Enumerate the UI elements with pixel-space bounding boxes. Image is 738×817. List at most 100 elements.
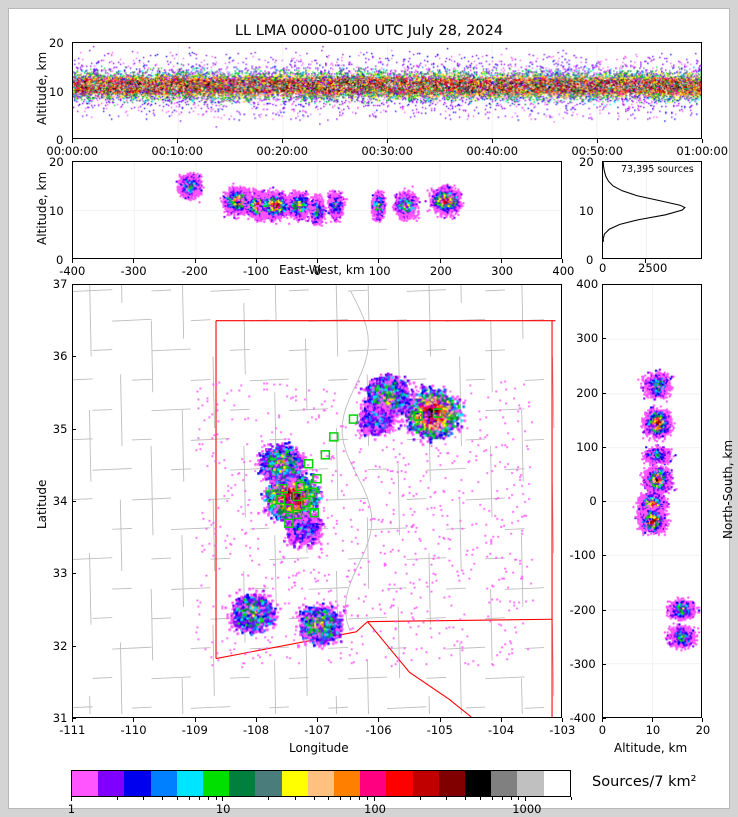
colorbar-swatch: [307, 771, 335, 796]
ytick-label: -100: [569, 548, 596, 563]
colorbar-minor-tick: [328, 797, 330, 800]
axis-tick: [133, 259, 135, 263]
colorbar-minor-tick: [491, 797, 493, 800]
xtick-label: 10: [645, 723, 661, 737]
xtick-label: -109: [181, 723, 208, 737]
axis-tick: [602, 392, 606, 394]
colorbar-minor-tick: [340, 797, 342, 800]
axis-tick: [387, 139, 388, 143]
colorbar-swatch: [360, 771, 387, 796]
axis-tick: [602, 555, 606, 557]
ytick-label: 10: [49, 204, 64, 218]
ytick-label: 33: [52, 566, 68, 581]
axis-tick: [133, 718, 135, 722]
axis-tick: [492, 139, 493, 143]
axis-tick: [72, 718, 76, 719]
ytick-label: 400: [576, 277, 599, 291]
colorbar-swatch: [386, 771, 413, 796]
xtick-label: 01:00:00: [676, 144, 729, 158]
ytick-label: 32: [52, 638, 68, 653]
xtick-label: 0: [598, 723, 607, 737]
ytick-label: 20: [579, 155, 594, 169]
axis-tick: [177, 139, 178, 143]
colorbar-swatch: [203, 771, 230, 796]
axis-tick: [317, 718, 318, 722]
colorbar-tick: [71, 797, 72, 801]
colorbar-minor-tick: [367, 797, 368, 800]
east-west-panel: [72, 161, 562, 259]
axis-tick: [602, 446, 606, 448]
colorbar-minor-tick: [188, 797, 190, 800]
axis-tick: [317, 259, 318, 263]
xtick-label: 100: [368, 264, 391, 278]
axis-tick: [378, 259, 380, 263]
colorbar-minor-tick: [313, 797, 315, 800]
axis-tick: [602, 501, 606, 502]
xtick-label: -100: [242, 264, 270, 278]
axis-tick: [255, 259, 257, 263]
ytick-label: 10: [579, 204, 594, 218]
colorbar-minor-tick: [176, 797, 178, 800]
ytick-label: 35: [52, 421, 68, 436]
axis-tick: [602, 609, 606, 611]
colorbar-minor-tick: [446, 797, 448, 800]
colorbar-swatch: [98, 771, 125, 796]
ytick-label: -300: [569, 656, 596, 671]
xtick-label: -300: [120, 264, 147, 278]
xtick-label: -107: [304, 723, 331, 737]
xtick-label: 2500: [638, 261, 668, 275]
colorbar-swatch: [543, 771, 570, 796]
colorbar-minor-tick: [294, 797, 296, 800]
axis-tick: [602, 718, 606, 719]
ytick-label: 20: [49, 36, 64, 50]
axis-tick: [194, 259, 196, 263]
axis-tick: [562, 259, 563, 263]
map-panel: [72, 284, 562, 718]
colorbar-minor-tick: [116, 797, 118, 800]
colorbar-swatch: [255, 771, 282, 796]
colorbar-minor-tick: [215, 797, 217, 800]
ns-panel-ylabel: North-South, km: [721, 439, 735, 539]
axis-tick: [282, 139, 283, 143]
ytick-label: 200: [576, 385, 599, 400]
axis-tick: [645, 259, 646, 263]
axis-tick: [602, 284, 606, 285]
xtick-label: -103: [549, 723, 576, 737]
gridline: [646, 162, 647, 258]
ytick-label: 20: [49, 155, 64, 169]
colorbar-swatch: [465, 771, 492, 796]
lma-station-markers: [275, 408, 443, 529]
xtick-label: 00:30:00: [361, 144, 414, 158]
axis-tick: [72, 645, 76, 647]
ew-panel-xlabel: East-West, km: [279, 263, 365, 277]
ytick-label: 10: [49, 85, 64, 99]
colorbar-tick: [373, 797, 375, 801]
axis-tick: [72, 284, 76, 285]
axis-tick: [562, 718, 563, 722]
ytick-label: 100: [576, 439, 599, 454]
xtick-label: 200: [429, 264, 452, 278]
colorbar-swatch: [150, 771, 177, 796]
xtick-label: 00:10:00: [151, 144, 204, 158]
xtick-label: 00:50:00: [571, 144, 624, 158]
axis-tick: [602, 338, 606, 340]
ytick-label: 37: [52, 277, 68, 291]
figure-title: LL LMA 0000-0100 UTC July 28, 2024: [234, 23, 504, 39]
colorbar-tick: [222, 797, 224, 801]
colorbar-minor-tick: [143, 797, 145, 800]
ew-panel-ylabel: Altitude, km: [35, 171, 49, 245]
xtick-label: 20: [695, 723, 711, 737]
axis-tick: [702, 139, 703, 143]
xtick-label: 300: [491, 264, 514, 278]
xtick-label: -111: [59, 723, 86, 737]
colorbar-tick-label: 100: [364, 802, 386, 816]
axis-tick: [597, 139, 598, 143]
colorbar-minor-tick: [465, 797, 467, 800]
axis-tick: [72, 501, 76, 502]
colorbar-minor-tick: [268, 797, 270, 800]
xtick-label: -106: [365, 723, 392, 737]
colorbar-swatch: [229, 771, 256, 796]
xtick-label: -108: [242, 723, 270, 737]
colorbar-tick-label: 1000: [512, 802, 542, 816]
colorbar-minor-tick: [350, 797, 352, 800]
